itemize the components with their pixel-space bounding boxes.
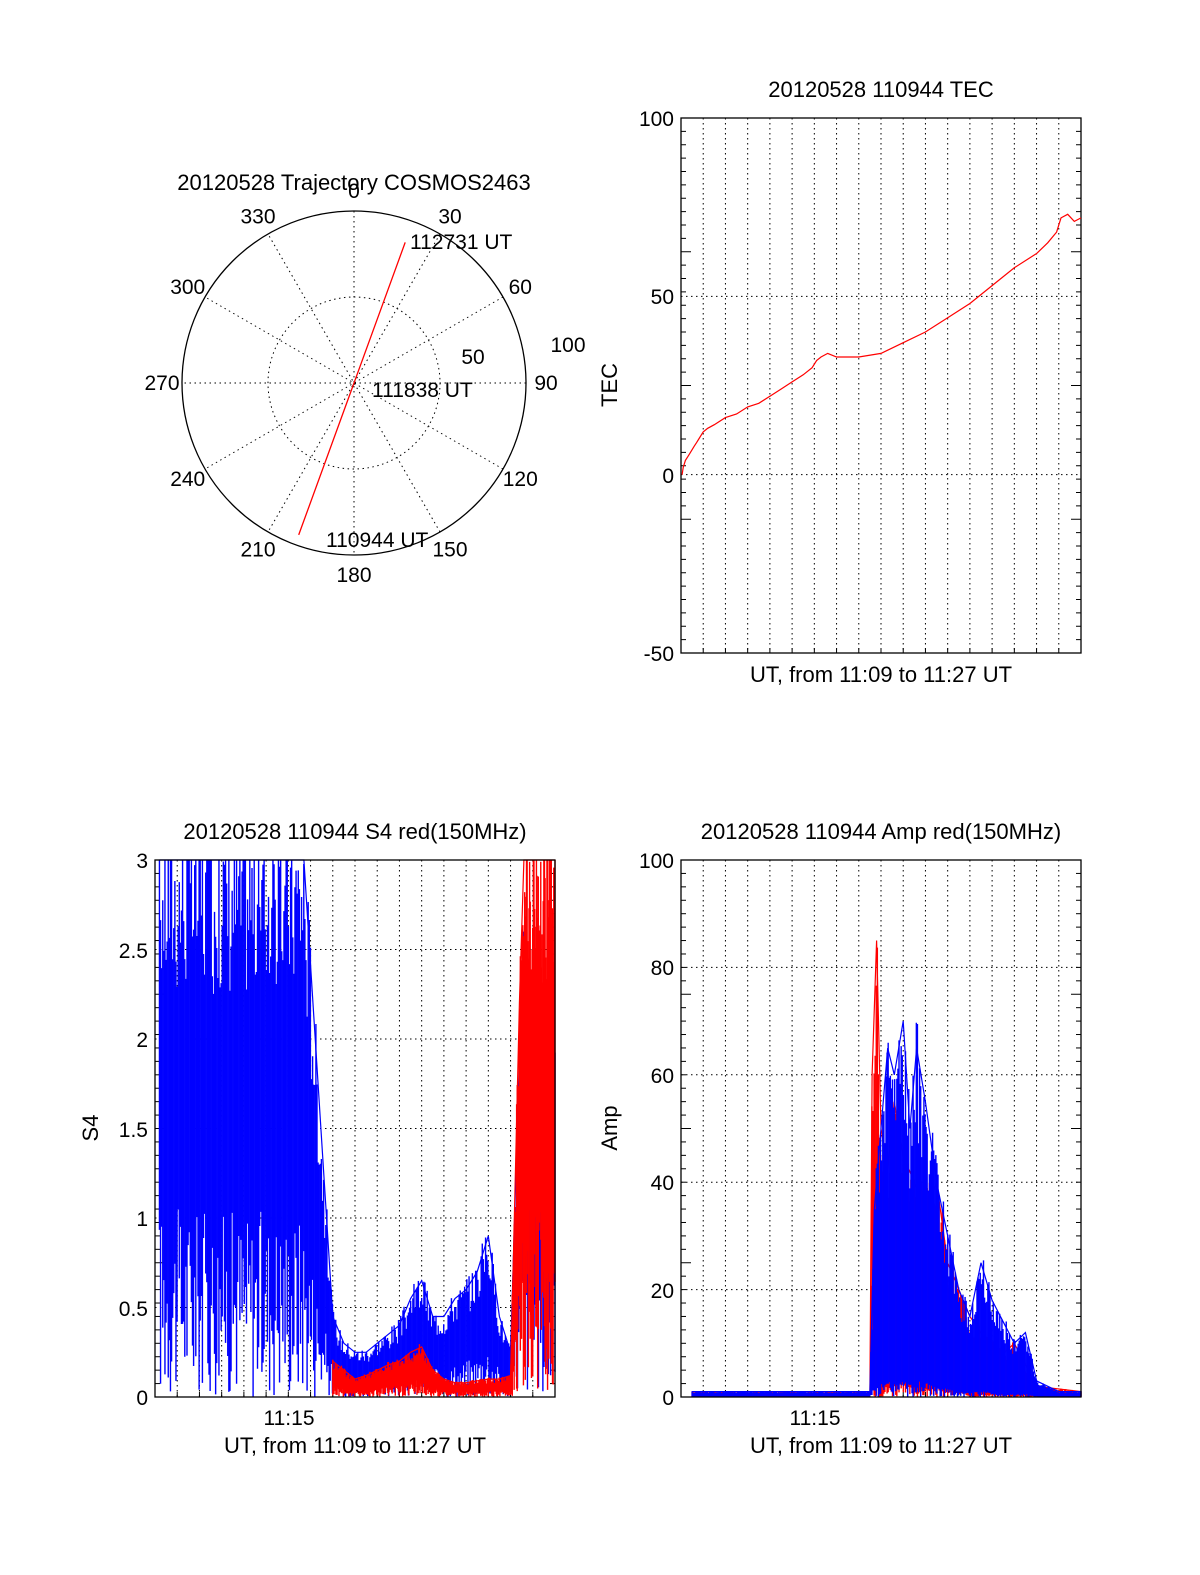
polar-azimuth-label-180: 180: [336, 564, 371, 587]
polar-azimuth-label-330: 330: [240, 206, 275, 229]
amp-xtick-1115: 11:15: [790, 1407, 841, 1430]
s4-ytick-1.5: 1.5: [119, 1119, 148, 1142]
amp-ytick-20: 20: [651, 1280, 674, 1303]
amp-ytick-40: 40: [651, 1172, 674, 1195]
amp-ytick-80: 80: [651, 957, 674, 980]
amp-panel: 20120528 110944 Amp red(150MHz) 100 80 6…: [597, 819, 1082, 1458]
polar-azimuth-label-90: 90: [534, 372, 557, 395]
polar-azimuth-label-150: 150: [432, 538, 467, 561]
series-0-line: [681, 213, 1082, 475]
polar-azimuth-label-120: 120: [503, 468, 538, 491]
polar-azimuth-label-0: 0: [348, 180, 360, 203]
amp-ytick-100: 100: [639, 850, 674, 873]
polar-annotation-end: 112731 UT: [410, 231, 513, 254]
s4-ytick-0.5: 0.5: [119, 1298, 148, 1321]
amp-series-group: [691, 940, 1082, 1397]
polar-title: 20120528 Trajectory COSMOS2463: [177, 170, 530, 195]
s4-ytick-1: 1: [136, 1208, 148, 1231]
tec-xlabel: UT, from 11:09 to 11:27 UT: [750, 662, 1012, 687]
polar-azimuth-label-240: 240: [170, 468, 205, 491]
s4-ylabel: S4: [78, 1115, 103, 1142]
s4-xtick-1115: 11:15: [264, 1407, 315, 1430]
polar-azimuth-labels: 0 30 60 90 120 150 180 210 240 270 300 330: [144, 180, 557, 587]
s4-plot-frame: [154, 859, 556, 1398]
amp-plot-frame: [680, 859, 1082, 1398]
tec-ytick-50: 50: [651, 286, 674, 309]
polar-azimuth-label-30: 30: [438, 206, 461, 229]
series-1-line: [692, 1021, 1081, 1393]
amp-ytick-60: 60: [651, 1065, 674, 1088]
polar-azimuth-label-270: 270: [144, 372, 179, 395]
tec-ytick-100: 100: [639, 108, 674, 131]
s4-xlabel: UT, from 11:09 to 11:27 UT: [224, 1433, 486, 1458]
amp-ytick-0: 0: [662, 1387, 674, 1410]
polar-track-line: [298, 242, 406, 536]
polar-annotation-start: 110944 UT: [326, 529, 429, 552]
s4-panel: 20120528 110944 S4 red(150MHz) 3 2.5 2 1…: [78, 819, 556, 1458]
amp-title: 20120528 110944 Amp red(150MHz): [701, 819, 1061, 844]
tec-title: 20120528 110944 TEC: [768, 77, 994, 102]
s4-title: 20120528 110944 S4 red(150MHz): [183, 819, 526, 844]
amp-ylabel: Amp: [597, 1105, 622, 1150]
tec-ylabel: TEC: [597, 363, 622, 407]
tec-plot-frame: [680, 117, 1082, 654]
tec-ytick-0: 0: [662, 465, 674, 488]
s4-ytick-0: 0: [136, 1387, 148, 1410]
polar-azimuth-label-60: 60: [509, 276, 532, 299]
tec-grid: [681, 117, 1081, 654]
polar-trajectory-panel: 20120528 Trajectory COSMOS2463 0 30 60 90 12…: [144, 170, 585, 587]
polar-annotation-mid: 111838 UT: [372, 379, 473, 402]
tec-panel: 20120528 110944 TEC 100 50 0 -50 TEC UT,…: [597, 77, 1082, 687]
polar-radial-label-100: 100: [550, 334, 585, 357]
tec-ytick-neg50: -50: [644, 643, 674, 666]
polar-radial-label-50: 50: [461, 346, 484, 369]
s4-ytick-2: 2: [136, 1029, 148, 1052]
tec-series-group: [681, 213, 1082, 475]
s4-ytick-2.5: 2.5: [119, 940, 148, 963]
polar-azimuth-label-300: 300: [170, 276, 205, 299]
series-1-line: [332, 859, 555, 1384]
polar-azimuth-label-210: 210: [240, 538, 275, 561]
s4-ytick-3: 3: [136, 850, 148, 873]
polar-grid: [182, 211, 526, 555]
amp-xlabel: UT, from 11:09 to 11:27 UT: [750, 1433, 1012, 1458]
